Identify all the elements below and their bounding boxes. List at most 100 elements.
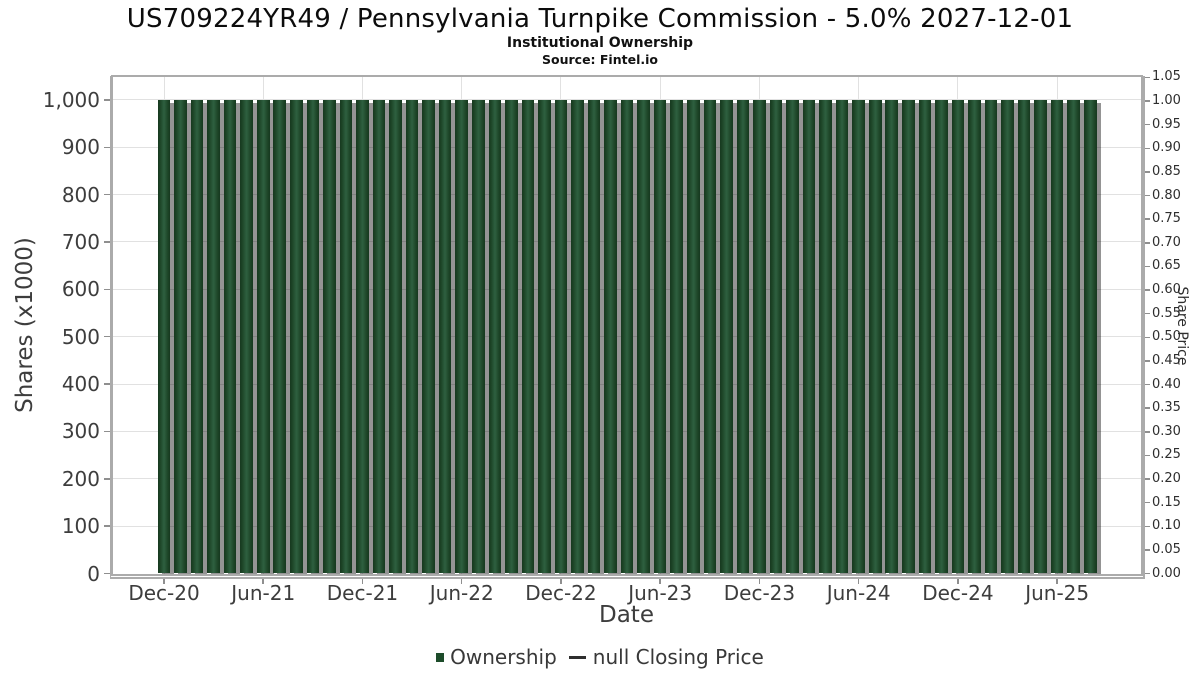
ownership-bar (968, 99, 981, 574)
left-axis-tick-label: 400 (61, 372, 100, 397)
ownership-bar (471, 99, 485, 574)
left-axis-tick (103, 288, 110, 291)
left-axis-tick-label: 800 (61, 182, 100, 207)
ownership-bar (505, 99, 518, 574)
chart-source-label: Source: Fintel.io (542, 52, 658, 67)
ownership-bar (389, 99, 402, 574)
left-axis-tick (103, 478, 110, 480)
bottom-axis-spine (109, 577, 1145, 579)
ownership-bar (802, 99, 816, 574)
right-axis-tick (1144, 572, 1150, 575)
right-axis-tick-label: 0.80 (1152, 187, 1181, 203)
right-axis-tick-label: 0.15 (1152, 494, 1181, 510)
ownership-bar (835, 99, 849, 574)
x-axis-title: Date (599, 602, 654, 628)
left-axis-tick-label: 1,000 (42, 87, 100, 112)
right-axis-tick-label: 0.95 (1152, 116, 1181, 132)
chart-subtitle: Institutional Ownership (506, 35, 694, 51)
left-axis-tick-label: 100 (61, 514, 100, 539)
ownership-bar (356, 99, 369, 574)
ownership-bar (852, 99, 865, 574)
left-axis-tick-label: 900 (61, 135, 100, 160)
x-axis-tick-label: Jun-24 (826, 581, 891, 605)
ownership-bar (1017, 99, 1031, 574)
ownership-bar (422, 99, 435, 574)
right-axis-tick (1144, 431, 1150, 433)
ownership-bar (190, 99, 204, 574)
legend-ownership-label: Ownership (450, 645, 557, 669)
legend-ownership-swatch-icon (436, 652, 445, 662)
left-axis-tick (103, 572, 110, 575)
left-axis-spine (109, 76, 111, 578)
legend-price-line-icon (568, 655, 586, 659)
x-axis-tick (1056, 578, 1058, 584)
right-axis-tick (1144, 289, 1150, 291)
ownership-bar (538, 99, 551, 574)
x-axis-tick (957, 578, 959, 584)
ownership-bar (405, 99, 419, 574)
chart-title: US709224YR49 / Pennsylvania Turnpike Com… (126, 4, 1074, 34)
ownership-bar (554, 99, 568, 574)
right-axis-tick (1144, 501, 1150, 504)
right-axis-tick-label: 0.40 (1152, 376, 1181, 392)
left-axis-tick (103, 525, 110, 527)
right-axis-tick-label: 0.70 (1152, 234, 1181, 250)
right-axis-tick-label: 0.10 (1152, 518, 1181, 534)
ownership-bar (306, 99, 320, 574)
ownership-bar (438, 99, 452, 574)
ownership-bar (720, 99, 733, 574)
left-axis-tick-label: 200 (61, 466, 100, 491)
right-axis-tick-label: 0.45 (1152, 352, 1181, 368)
left-axis-tick (103, 146, 110, 148)
ownership-bar (1034, 99, 1047, 574)
right-axis-tick (1144, 360, 1150, 362)
ownership-bar (455, 99, 468, 574)
x-axis-tick-label: Jun-22 (429, 581, 494, 605)
left-axis-tick-label: 500 (61, 324, 100, 349)
ownership-bar (273, 99, 287, 574)
x-axis-tick-label: Jun-21 (231, 581, 296, 605)
ownership-bar (736, 99, 750, 574)
right-axis-tick (1144, 100, 1150, 102)
ownership-bar (819, 99, 832, 574)
x-axis-tick (262, 578, 264, 584)
ownership-bar (223, 99, 237, 574)
ownership-bar (521, 99, 535, 574)
ownership-bar (935, 99, 948, 574)
ownership-bar (1050, 99, 1064, 574)
ownership-bar (339, 99, 353, 574)
right-axis-tick-label: 0.55 (1152, 305, 1181, 321)
right-axis-tick-label: 0.25 (1152, 447, 1181, 463)
ownership-bar (885, 99, 899, 574)
right-axis-tick (1144, 76, 1150, 79)
ownership-bar (157, 99, 171, 574)
right-axis-tick-label: 0.60 (1152, 282, 1181, 298)
right-axis-title: Share Price (1174, 286, 1190, 366)
ownership-bar (637, 99, 650, 574)
left-axis-tick-label: 700 (61, 229, 100, 254)
right-axis-tick (1144, 171, 1150, 173)
left-axis-tick-label: 0 (87, 561, 100, 586)
right-axis-tick (1144, 194, 1150, 197)
x-axis-tick (659, 578, 661, 584)
legend-price-label: null Closing Price (592, 645, 764, 669)
plot-area (111, 74, 1143, 576)
right-axis-tick-label: 0.50 (1152, 329, 1181, 345)
left-axis-tick (103, 335, 110, 338)
ownership-bar (587, 99, 601, 574)
right-axis-tick (1144, 383, 1150, 386)
right-axis-tick (1144, 218, 1150, 220)
ownership-bar (207, 99, 220, 574)
ownership-bar (951, 99, 965, 574)
right-axis-tick (1144, 265, 1150, 268)
right-axis-tick-label: 0.75 (1152, 211, 1181, 227)
right-axis-tick-label: 0.85 (1152, 163, 1181, 179)
ownership-bar (686, 99, 700, 574)
ownership-bar (984, 99, 998, 574)
left-axis-title: Shares (x1000) (12, 237, 38, 413)
ownership-bar (240, 99, 253, 574)
ownership-bar (604, 99, 617, 574)
right-axis-tick-label: 0.90 (1152, 140, 1181, 156)
right-axis-tick-label: 0.05 (1152, 541, 1181, 557)
